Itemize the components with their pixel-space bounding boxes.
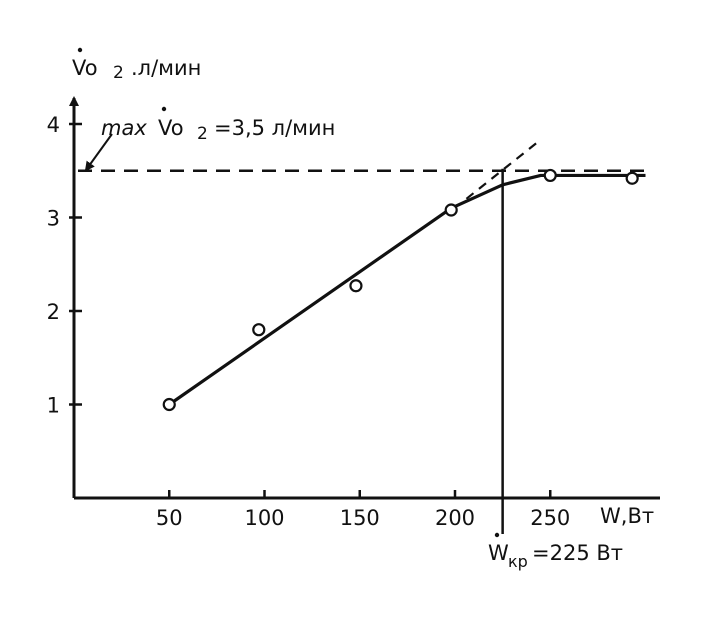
x-ticks: 50 100 150 200 250 — [156, 490, 570, 530]
y-axis-title-dot — [77, 47, 83, 53]
crit-label-dot — [494, 532, 500, 538]
crit-label-value: =225 Вт — [532, 541, 623, 565]
x-tick-label: 100 — [244, 506, 284, 530]
max-label-sub: 2 — [197, 124, 208, 144]
data-point — [625, 171, 639, 185]
y-tick-label: 2 — [47, 300, 60, 324]
y-axis-title-symbol: Vo — [72, 56, 98, 80]
data-point — [349, 279, 363, 293]
max-vo2-arrow — [84, 133, 113, 172]
data-points — [162, 168, 639, 412]
max-label-prefix: max — [101, 116, 147, 140]
x-tick-label: 50 — [156, 506, 183, 530]
data-point — [162, 397, 176, 412]
y-tick-label: 4 — [47, 113, 60, 137]
critical-workload-label: W кр =225 Вт — [488, 532, 623, 571]
y-tick-label: 1 — [47, 394, 60, 418]
x-tick-label: 150 — [340, 506, 380, 530]
max-label-symbol: Vo — [158, 116, 184, 140]
crit-label-symbol: W — [488, 541, 509, 565]
x-tick-label: 250 — [530, 506, 570, 530]
y-axis-title-sub: 2 — [113, 63, 124, 83]
y-ticks: 1 2 3 4 — [47, 113, 82, 418]
y-tick-label: 3 — [47, 207, 60, 231]
crit-label-sub: кр — [508, 552, 528, 571]
data-point — [543, 168, 557, 183]
y-axis-title: Vo 2 .л/мин — [72, 47, 201, 83]
fitted-line — [168, 173, 646, 406]
max-label-value: =3,5 л/мин — [214, 116, 335, 140]
data-point — [252, 323, 266, 337]
x-tick-label: 200 — [435, 506, 475, 530]
x-axis-title: W,Вт — [600, 504, 654, 528]
max-label-dot — [161, 106, 167, 112]
y-axis-title-unit: .л/мин — [131, 56, 201, 80]
max-vo2-label: max Vo 2 =3,5 л/мин — [101, 106, 335, 144]
data-point — [444, 203, 458, 217]
